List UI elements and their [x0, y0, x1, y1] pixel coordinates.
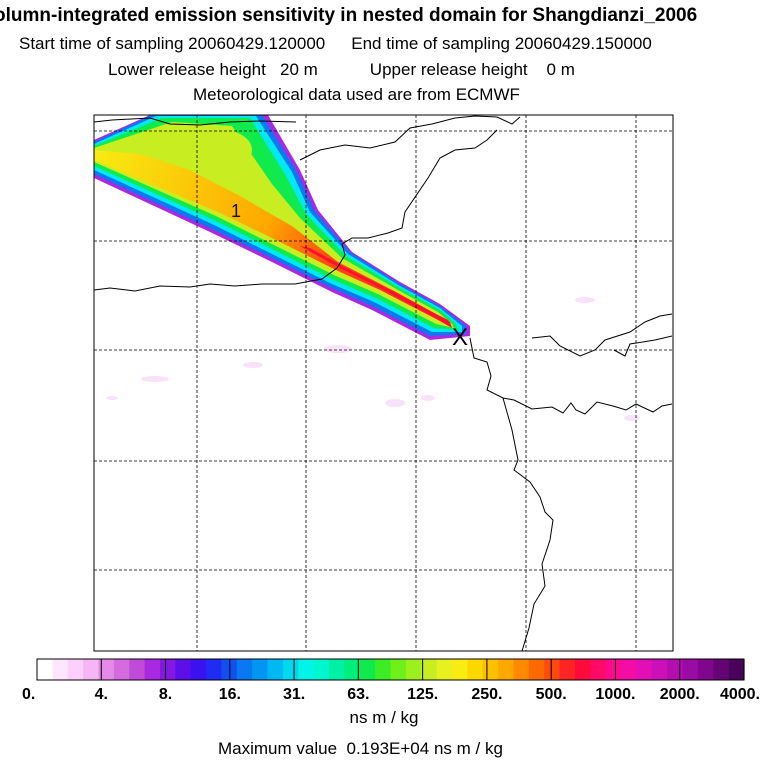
colorbar-swatch	[282, 659, 299, 680]
colorbar-swatch	[236, 659, 253, 680]
colorbar-swatch	[544, 659, 561, 680]
colorbar-tick-label: 500.	[536, 686, 567, 703]
colorbar-swatch	[113, 659, 130, 680]
lower-value: 20 m	[280, 60, 318, 79]
plume-upper-patch	[192, 130, 252, 170]
colorbar-swatch	[482, 659, 499, 680]
colorbar-swatch	[621, 659, 638, 680]
colorbar-swatch	[190, 659, 207, 680]
colorbar-swatch	[574, 659, 591, 680]
maximum-value: 0.193E+04	[346, 739, 430, 758]
colorbar-swatch	[206, 659, 223, 680]
colorbar-swatch	[467, 659, 484, 680]
colorbar-swatch	[590, 659, 607, 680]
colorbar-tick-label: 4000.	[720, 686, 760, 703]
colorbar-swatch	[98, 659, 115, 680]
colorbar-swatch	[667, 659, 684, 680]
release-point-marker: X	[452, 324, 468, 351]
colorbar-tick-label: 250.	[471, 686, 502, 703]
colorbar-swatch	[344, 659, 361, 680]
colorbar-tick-label: 8.	[159, 686, 172, 703]
colorbar-swatch	[175, 659, 192, 680]
colorbar-swatch	[451, 659, 468, 680]
colorbar-swatch	[144, 659, 161, 680]
colorbar-swatch	[37, 659, 53, 680]
colorbar-swatch	[651, 659, 668, 680]
colorbar-tick-label: 4.	[95, 686, 108, 703]
colorbar-swatch	[697, 659, 714, 680]
colorbar-swatch	[713, 659, 730, 680]
colorbar-swatch	[52, 659, 69, 680]
colorbar-swatch	[267, 659, 284, 680]
upper-label: Upper release height	[369, 60, 528, 79]
colorbar-tick-label: 63.	[347, 686, 369, 703]
release-heights: Lower release height 20 m Upper release h…	[108, 60, 575, 80]
graticule	[94, 115, 673, 651]
upper-value: 0 m	[546, 60, 575, 79]
colorbar-swatch	[682, 659, 699, 680]
colorbar-swatch	[559, 659, 576, 680]
colorbar-swatch	[375, 659, 392, 680]
colorbar-swatch	[728, 659, 745, 680]
sampling-times: Start time of sampling 20060429.120000 En…	[19, 34, 652, 54]
colorbar-swatch	[498, 659, 515, 680]
colorbar-unit: ns m / kg	[349, 708, 419, 727]
colorbar-swatch	[405, 659, 422, 680]
colorbar-swatch	[436, 659, 453, 680]
start-value: 20060429.120000	[188, 34, 326, 53]
maximum-value-line: Maximum value 0.193E+04 ns m / kg	[218, 739, 503, 759]
met-data-line: Meteorological data used are from ECMWF	[193, 85, 520, 104]
plume-field	[94, 115, 640, 421]
colorbar-swatch	[252, 659, 269, 680]
colorbar-swatch	[636, 659, 653, 680]
colorbar-swatch	[421, 659, 438, 680]
contour-label: 1	[231, 201, 241, 221]
colorbar-swatch	[359, 659, 376, 680]
colorbar-swatch	[605, 659, 622, 680]
low-value-speckles	[106, 297, 640, 421]
colorbar-tick-label: 16.	[219, 686, 241, 703]
colorbar-swatch	[528, 659, 545, 680]
colorbar-frame	[36, 658, 745, 681]
colorbar-swatch	[298, 659, 315, 680]
colorbar-tick-label: 31.	[283, 686, 305, 703]
maximum-unit: ns m / kg	[433, 739, 503, 758]
map-frame	[93, 114, 674, 652]
colorbar-swatch	[313, 659, 330, 680]
colorbar-swatch	[390, 659, 407, 680]
colorbar-swatch	[83, 659, 100, 680]
colorbar-swatch	[129, 659, 146, 680]
colorbar	[37, 659, 745, 680]
colorbar-swatch	[67, 659, 84, 680]
colorbar-tick-label: 125.	[407, 686, 438, 703]
end-label: End time of sampling	[351, 34, 510, 53]
plot-title: olumn-integrated emission sensitivity in…	[0, 5, 698, 26]
colorbar-swatch	[159, 659, 176, 680]
maximum-label: Maximum value	[218, 739, 338, 758]
colorbar-tick-labels: 0. 4. 8. 16. 31. 63. 125. 250. 500. 1000. 2000. 400…	[22, 659, 760, 703]
colorbar-tick-label: 2000.	[660, 686, 700, 703]
end-value: 20060429.150000	[514, 34, 652, 53]
lower-label: Lower release height	[108, 60, 266, 79]
start-label: Start time of sampling	[19, 34, 184, 53]
colorbar-swatch	[513, 659, 530, 680]
colorbar-tick-label: 0.	[22, 686, 35, 703]
colorbar-swatch	[329, 659, 345, 680]
colorbar-tick-label: 1000.	[595, 686, 635, 703]
coastlines	[94, 115, 673, 651]
plume-core	[94, 150, 452, 328]
